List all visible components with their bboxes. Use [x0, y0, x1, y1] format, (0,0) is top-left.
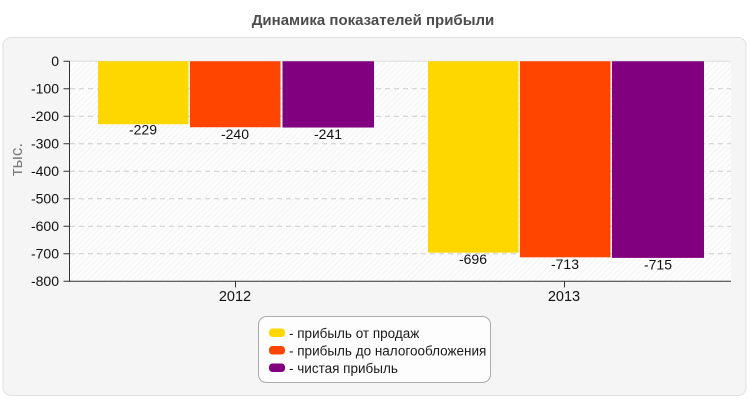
svg-text:тыс.: тыс. — [7, 143, 26, 176]
svg-text:-300: -300 — [31, 136, 59, 152]
svg-text:-800: -800 — [31, 273, 59, 289]
svg-text:-229: -229 — [129, 122, 157, 138]
svg-text:-600: -600 — [31, 218, 59, 234]
svg-text:2012: 2012 — [219, 289, 251, 305]
svg-text:-713: -713 — [551, 256, 579, 272]
svg-text:-500: -500 — [31, 191, 59, 207]
svg-text:-715: -715 — [644, 257, 672, 273]
svg-text:2013: 2013 — [548, 289, 580, 305]
svg-text:-696: -696 — [459, 251, 487, 267]
svg-text:-700: -700 — [31, 246, 59, 262]
svg-text:-100: -100 — [31, 81, 59, 97]
svg-text:- прибыль до налогообложения: - прибыль до налогообложения — [289, 344, 486, 359]
svg-text:-200: -200 — [31, 108, 59, 124]
svg-text:-241: -241 — [314, 126, 342, 142]
svg-text:Динамика показателей прибыли: Динамика показателей прибыли — [252, 12, 495, 29]
svg-text:-240: -240 — [221, 126, 249, 142]
svg-text:0: 0 — [51, 53, 59, 69]
svg-text:- прибыль от продаж: - прибыль от продаж — [289, 326, 419, 341]
svg-text:- чистая прибыль: - чистая прибыль — [289, 361, 398, 376]
svg-text:-400: -400 — [31, 163, 59, 179]
